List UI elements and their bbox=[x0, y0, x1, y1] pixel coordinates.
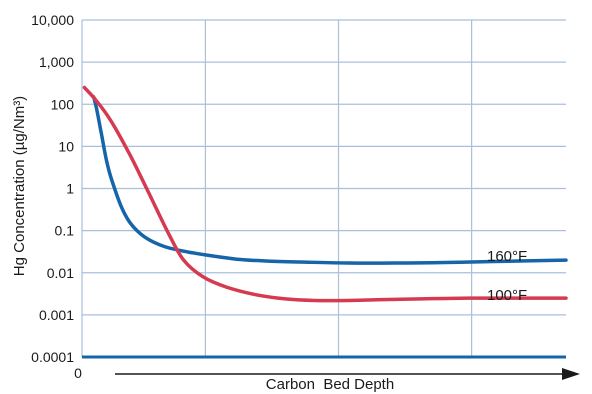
series-labels: 160°F 100°F bbox=[487, 248, 527, 304]
y-tick-label: 100 bbox=[51, 96, 75, 112]
y-tick-labels: 10,000 1,000 100 10 1 0.1 0.01 0.001 0.0001 bbox=[31, 12, 74, 365]
y-axis-label: Hg Concentration (µg/Nm³) bbox=[11, 96, 28, 276]
y-tick-label: 10 bbox=[58, 138, 74, 154]
x-axis-arrow bbox=[115, 368, 580, 380]
y-tick-label: 1,000 bbox=[39, 54, 74, 70]
series-label-100: 100°F bbox=[487, 287, 527, 304]
y-tick-label: 0.01 bbox=[47, 265, 74, 281]
series-label-160: 160°F bbox=[487, 248, 527, 265]
x-axis-arrow-head bbox=[562, 368, 580, 380]
series-line-100f bbox=[82, 85, 568, 303]
gridlines bbox=[81, 19, 566, 359]
y-tick-label: 0.001 bbox=[39, 307, 74, 323]
series-lines bbox=[82, 85, 568, 303]
y-tick-label: 0.0001 bbox=[31, 349, 74, 365]
x-axis-label: Carbon Bed Depth bbox=[266, 376, 394, 393]
series-line-160f bbox=[91, 95, 568, 265]
y-tick-label: 1 bbox=[66, 181, 74, 197]
y-tick-label: 10,000 bbox=[31, 12, 74, 28]
y-tick-label: 0.1 bbox=[55, 223, 75, 239]
x-origin-label: 0 bbox=[74, 365, 82, 381]
